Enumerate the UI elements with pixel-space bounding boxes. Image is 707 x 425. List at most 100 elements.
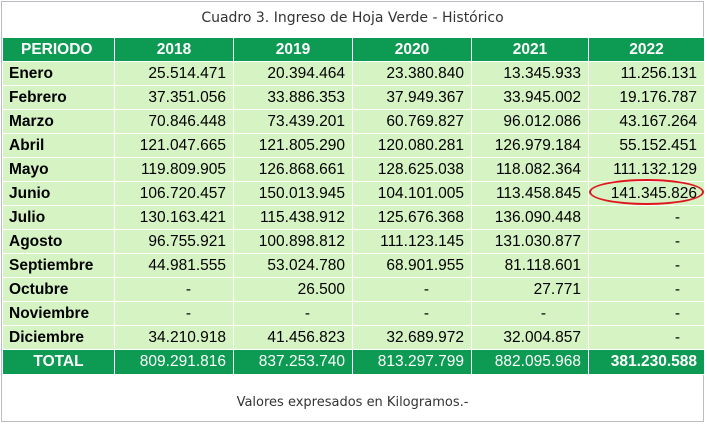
month-label: Septiembre	[2, 253, 115, 278]
value-cell: -	[352, 277, 472, 302]
table-row: Marzo 70.846.448 73.439.201 60.769.827 96.01…	[2, 109, 705, 134]
value-cell: -	[588, 229, 705, 254]
table-row: Junio 106.720.457 150.013.945 104.101.005 11…	[2, 179, 705, 206]
harvest-table: PERIODO 2018 2019 2020 2021 2022 Enero 25…	[2, 37, 705, 375]
value-cell: 41.456.823	[233, 325, 353, 350]
value-cell: 119.809.905	[114, 157, 234, 182]
header-periodo: PERIODO	[2, 37, 115, 62]
month-label: Enero	[2, 61, 115, 86]
value-cell: 43.167.264	[588, 109, 705, 134]
header-year-2020: 2020	[352, 37, 472, 62]
value-cell: 128.625.038	[352, 157, 472, 182]
value-cell: -	[588, 301, 705, 326]
value-cell: 136.090.448	[471, 205, 589, 230]
value-cell: 37.949.367	[352, 85, 472, 110]
month-label: Marzo	[2, 109, 115, 134]
value-cell: 141.345.826	[588, 179, 705, 206]
value-cell: -	[233, 301, 353, 326]
value-cell: 44.981.555	[114, 253, 234, 278]
value-cell: 106.720.457	[114, 181, 234, 206]
value-cell: 111.132.129	[588, 157, 705, 182]
value-cell: 126.868.661	[233, 157, 353, 182]
value-cell: 118.082.364	[471, 157, 589, 182]
value-cell: 68.901.955	[352, 253, 472, 278]
month-label: Abril	[2, 133, 115, 158]
value-cell: 60.769.827	[352, 109, 472, 134]
value-cell: 125.676.368	[352, 205, 472, 230]
table-row: Julio 130.163.421 115.438.912 125.676.368 13…	[2, 205, 705, 230]
value-cell: -	[114, 277, 234, 302]
table-row: Octubre -26.500-27.771-	[2, 277, 705, 302]
total-cell: 813.297.799	[352, 349, 472, 375]
value-cell: 150.013.945	[233, 181, 353, 206]
table-row: Enero 25.514.471 20.394.464 23.380.840 13.34…	[2, 61, 705, 86]
month-label: Mayo	[2, 157, 115, 182]
value-cell: 37.351.056	[114, 85, 234, 110]
total-cell: 837.253.740	[233, 349, 353, 375]
value-cell: 120.080.281	[352, 133, 472, 158]
value-cell: 32.689.972	[352, 325, 472, 350]
value-cell: -	[588, 325, 705, 350]
value-cell: 53.024.780	[233, 253, 353, 278]
month-label: Agosto	[2, 229, 115, 254]
table-row: Diciembre 34.210.918 41.456.823 32.689.972 3…	[2, 325, 705, 350]
month-label: Noviembre	[2, 301, 115, 326]
value-cell: 13.345.933	[471, 61, 589, 86]
table-footnote: Valores expresados en Kilogramos.-	[236, 395, 469, 410]
table-row: Mayo 119.809.905 126.868.661 128.625.038 118…	[2, 157, 705, 182]
value-cell: 81.118.601	[471, 253, 589, 278]
value-cell: 20.394.464	[233, 61, 353, 86]
value-cell: 73.439.201	[233, 109, 353, 134]
value-cell: 130.163.421	[114, 205, 234, 230]
value-cell: 33.945.002	[471, 85, 589, 110]
value-cell: 27.771	[471, 277, 589, 302]
value-cell: 126.979.184	[471, 133, 589, 158]
table-row: Febrero 37.351.056 33.886.353 37.949.367 33.…	[2, 85, 705, 110]
total-label: TOTAL	[2, 349, 115, 375]
value-cell: 34.210.918	[114, 325, 234, 350]
value-cell: 19.176.787	[588, 85, 705, 110]
value-cell: -	[588, 253, 705, 278]
month-label: Febrero	[2, 85, 115, 110]
value-cell: 121.805.290	[233, 133, 353, 158]
value-cell: -	[352, 301, 472, 326]
total-row: TOTAL 809.291.816 837.253.740 813.297.79…	[2, 349, 705, 375]
header-row: PERIODO 2018 2019 2020 2021 2022	[2, 37, 705, 62]
header-year-2018: 2018	[114, 37, 234, 62]
month-label: Julio	[2, 205, 115, 230]
table-caption: Cuadro 3. Ingreso de Hoja Verde - Histór…	[201, 10, 504, 26]
value-cell: 70.846.448	[114, 109, 234, 134]
total-cell: 882.095.968	[471, 349, 589, 375]
value-cell: 32.004.857	[471, 325, 589, 350]
total-cell: 809.291.816	[114, 349, 234, 375]
value-cell: 33.886.353	[233, 85, 353, 110]
value-cell: 11.256.131	[588, 61, 705, 86]
value-cell: 121.047.665	[114, 133, 234, 158]
header-year-2022: 2022	[588, 37, 705, 62]
table-row: Septiembre 44.981.555 53.024.780 68.901.955…	[2, 253, 705, 278]
value-cell: 104.101.005	[352, 181, 472, 206]
highlighted-value: 141.345.826	[610, 184, 697, 202]
value-cell: 100.898.812	[233, 229, 353, 254]
total-cell: 381.230.588	[588, 349, 705, 375]
table-row: Abril 121.047.665 121.805.290 120.080.281 12…	[2, 133, 705, 158]
value-cell: 111.123.145	[352, 229, 472, 254]
header-year-2019: 2019	[233, 37, 353, 62]
month-label: Octubre	[2, 277, 115, 302]
value-cell: -	[114, 301, 234, 326]
month-label: Diciembre	[2, 325, 115, 350]
month-label: Junio	[2, 181, 115, 206]
table-row: Agosto 96.755.921 100.898.812 111.123.145 13…	[2, 229, 705, 254]
value-cell: -	[471, 301, 589, 326]
value-cell: -	[588, 205, 705, 230]
value-cell: 113.458.845	[471, 181, 589, 206]
value-cell: 96.012.086	[471, 109, 589, 134]
value-cell: -	[588, 277, 705, 302]
header-year-2021: 2021	[471, 37, 589, 62]
table-row: Noviembre - - - - -	[2, 301, 705, 326]
value-cell: 115.438.912	[233, 205, 353, 230]
value-cell: 23.380.840	[352, 61, 472, 86]
value-cell: 26.500	[233, 277, 353, 302]
value-cell: 55.152.451	[588, 133, 705, 158]
value-cell: 131.030.877	[471, 229, 589, 254]
